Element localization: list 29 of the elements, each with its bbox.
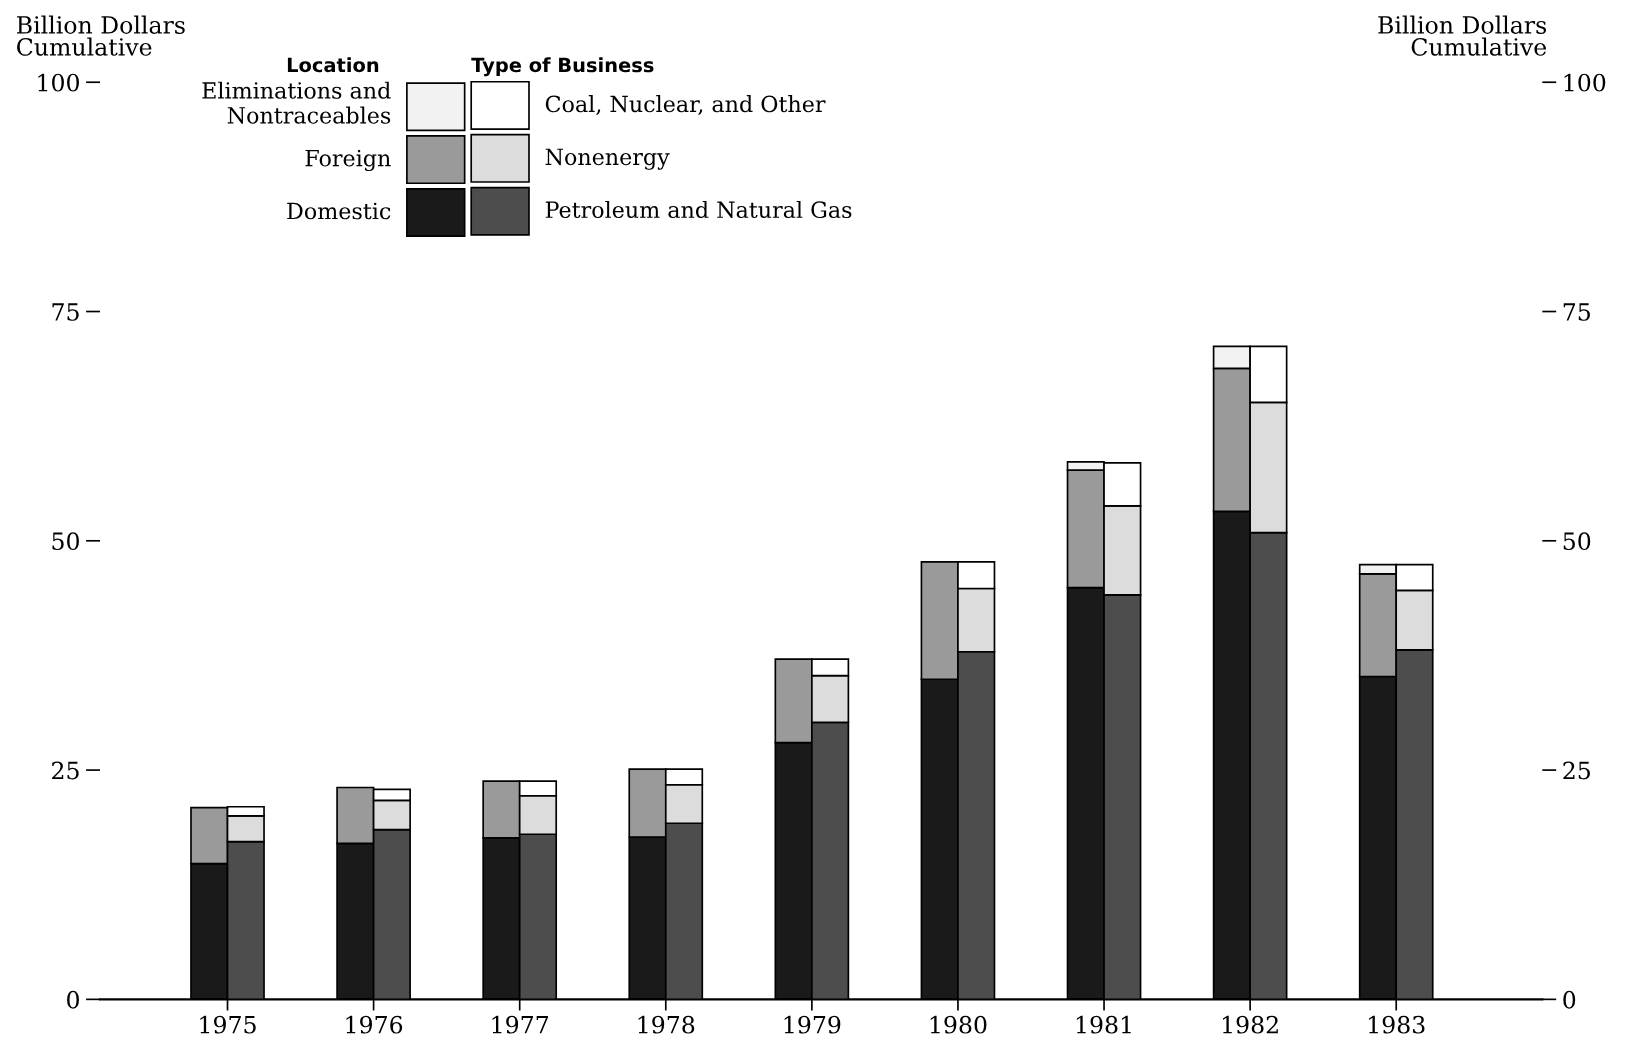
y2-tick-label: 50: [1563, 532, 1591, 551]
y-tick-label: 25: [52, 761, 79, 780]
y2-tick-label: 25: [1563, 761, 1590, 780]
legend-label: Petroleum and Natural Gas: [545, 200, 852, 219]
legend-title: Type of Business: [471, 57, 654, 77]
legend-label: Eliminations and Nontraceables: [202, 81, 391, 124]
x-tick-label: 1981: [1076, 1015, 1131, 1034]
x-tick-label: 1976: [346, 1015, 403, 1034]
x-tick-label: 1977: [492, 1015, 549, 1034]
x-tick-label: 1982: [1222, 1015, 1278, 1034]
legend-label: Domestic: [287, 202, 391, 220]
y-tick-label: 50: [52, 532, 79, 551]
x-tick-label: 1980: [930, 1015, 987, 1034]
x-tick-label: 1979: [784, 1015, 841, 1034]
legend-label: Foreign: [305, 149, 391, 172]
y-tick-label: 75: [52, 303, 79, 321]
y2-tick-label: 100: [1564, 73, 1606, 92]
x-tick-label: 1978: [638, 1015, 695, 1034]
y-axis-title: Billion Dollars Cumulative: [17, 15, 185, 56]
y-tick-label: 0: [67, 990, 79, 1009]
legend-title: Location: [287, 57, 379, 73]
y-tick-label: 100: [38, 73, 79, 92]
legend-label: Coal, Nuclear, and Other: [545, 95, 826, 116]
x-tick-label: 1983: [1369, 1015, 1425, 1034]
y2-tick-label: 75: [1563, 303, 1590, 321]
legend-label: Nonenergy: [545, 148, 670, 170]
x-tick-label: 1975: [200, 1015, 256, 1034]
y2-tick-label: 0: [1563, 990, 1576, 1009]
y2-axis-title: Billion Dollars Cumulative: [1378, 15, 1547, 56]
